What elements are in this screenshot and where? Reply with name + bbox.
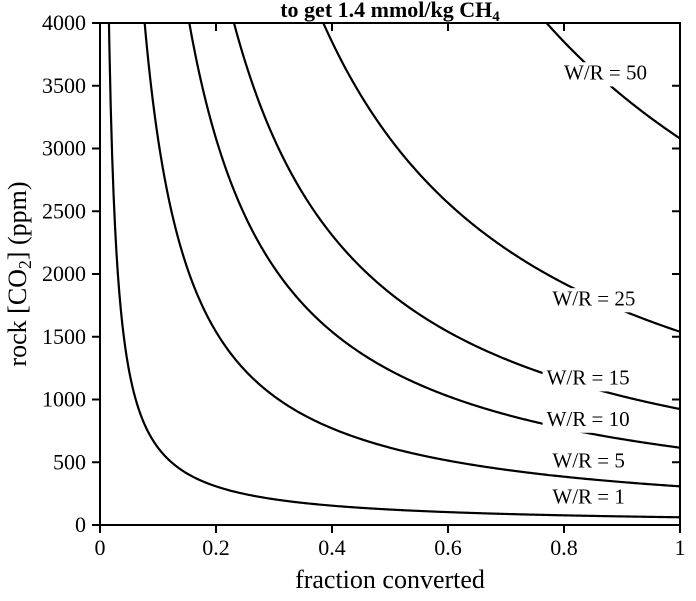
x-tick-label: 0 xyxy=(95,535,106,560)
chart-title: to get 1.4 mmol/kg CH4 xyxy=(280,0,500,25)
curve-label: W/R = 10 xyxy=(547,407,630,431)
x-axis-title: fraction converted xyxy=(295,565,485,594)
y-tick-label: 4000 xyxy=(42,10,86,35)
curve-label: W/R = 1 xyxy=(552,485,625,509)
contour-chart: 0 0.2 0.4 0.6 0.8 1 0 500 1000 1500 2000 2500 3000 35… xyxy=(0,0,696,601)
curve-label: W/R = 25 xyxy=(552,286,635,310)
y-tick-label: 2500 xyxy=(42,198,86,223)
y-tick-label: 3000 xyxy=(42,136,86,161)
y-tick-label: 2000 xyxy=(42,261,86,286)
y-tick-label: 1500 xyxy=(42,324,86,349)
y-tick-label: 500 xyxy=(53,449,86,474)
y-tick-label: 0 xyxy=(75,512,86,537)
x-tick-label: 0.6 xyxy=(434,535,462,560)
y-tick-label: 1000 xyxy=(42,387,86,412)
x-tick-label: 1 xyxy=(675,535,686,560)
x-tick-label: 0.2 xyxy=(202,535,230,560)
curve-label: W/R = 5 xyxy=(552,448,625,472)
y-axis-title: rock [CO2] (ppm) xyxy=(3,181,35,366)
curve-wr-25 xyxy=(101,0,680,332)
curve-label: W/R = 15 xyxy=(547,365,630,389)
x-tick-label: 0.8 xyxy=(550,535,578,560)
x-tick-label: 0.4 xyxy=(318,535,346,560)
curve-label: W/R = 50 xyxy=(564,60,647,84)
y-tick-label: 3500 xyxy=(42,73,86,98)
